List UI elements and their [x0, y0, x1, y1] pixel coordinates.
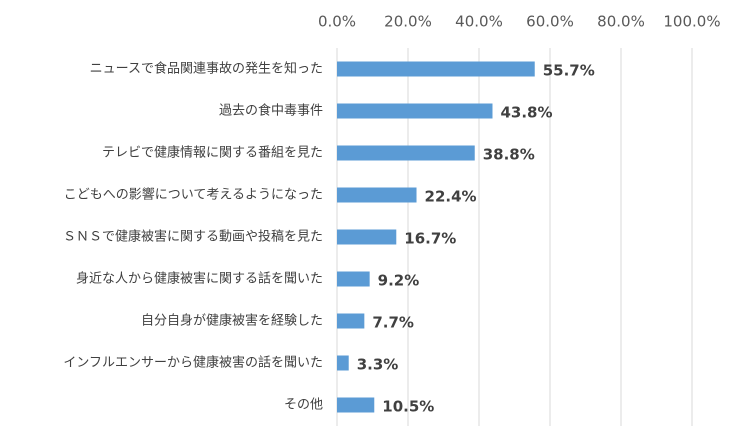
bar	[337, 145, 475, 161]
category-label: テレビで健康情報に関する番組を見た	[102, 145, 323, 161]
bar	[337, 229, 397, 245]
value-label: 9.2%	[378, 272, 420, 290]
x-tick-label: 100.0%	[663, 13, 720, 31]
value-label: 10.5%	[382, 398, 434, 416]
category-label: 過去の食中毒事件	[219, 103, 323, 119]
x-tick-label: 80.0%	[597, 13, 645, 31]
x-tick-label: 40.0%	[455, 13, 503, 31]
category-label: ニュースで食品関連事故の発生を知った	[90, 61, 323, 77]
bar	[337, 187, 417, 203]
bar	[337, 397, 375, 413]
value-label: 3.3%	[357, 356, 399, 374]
bar	[337, 271, 370, 287]
value-label: 38.8%	[483, 146, 535, 164]
bar	[337, 313, 365, 329]
category-label: ＳＮＳで健康被害に関する動画や投稿を見た	[63, 229, 323, 245]
category-label: インフルエンサーから健康被害の話を聞いた	[63, 355, 323, 371]
value-label: 55.7%	[543, 62, 595, 80]
value-label: 43.8%	[500, 104, 552, 122]
category-label: こどもへの影響について考えるようになった	[64, 187, 323, 203]
bar	[337, 61, 535, 77]
value-label: 7.7%	[372, 314, 414, 332]
bar	[337, 103, 493, 119]
x-tick-label: 20.0%	[384, 13, 432, 31]
x-tick-label: 0.0%	[318, 13, 356, 31]
x-tick-label: 60.0%	[526, 13, 574, 31]
category-label: その他	[284, 398, 323, 413]
category-label: 身近な人から健康被害に関する話を聞いた	[76, 271, 323, 287]
bar	[337, 355, 349, 371]
category-label: 自分自身が健康被害を経験した	[141, 313, 323, 329]
value-label: 22.4%	[425, 188, 477, 206]
value-label: 16.7%	[404, 230, 456, 248]
